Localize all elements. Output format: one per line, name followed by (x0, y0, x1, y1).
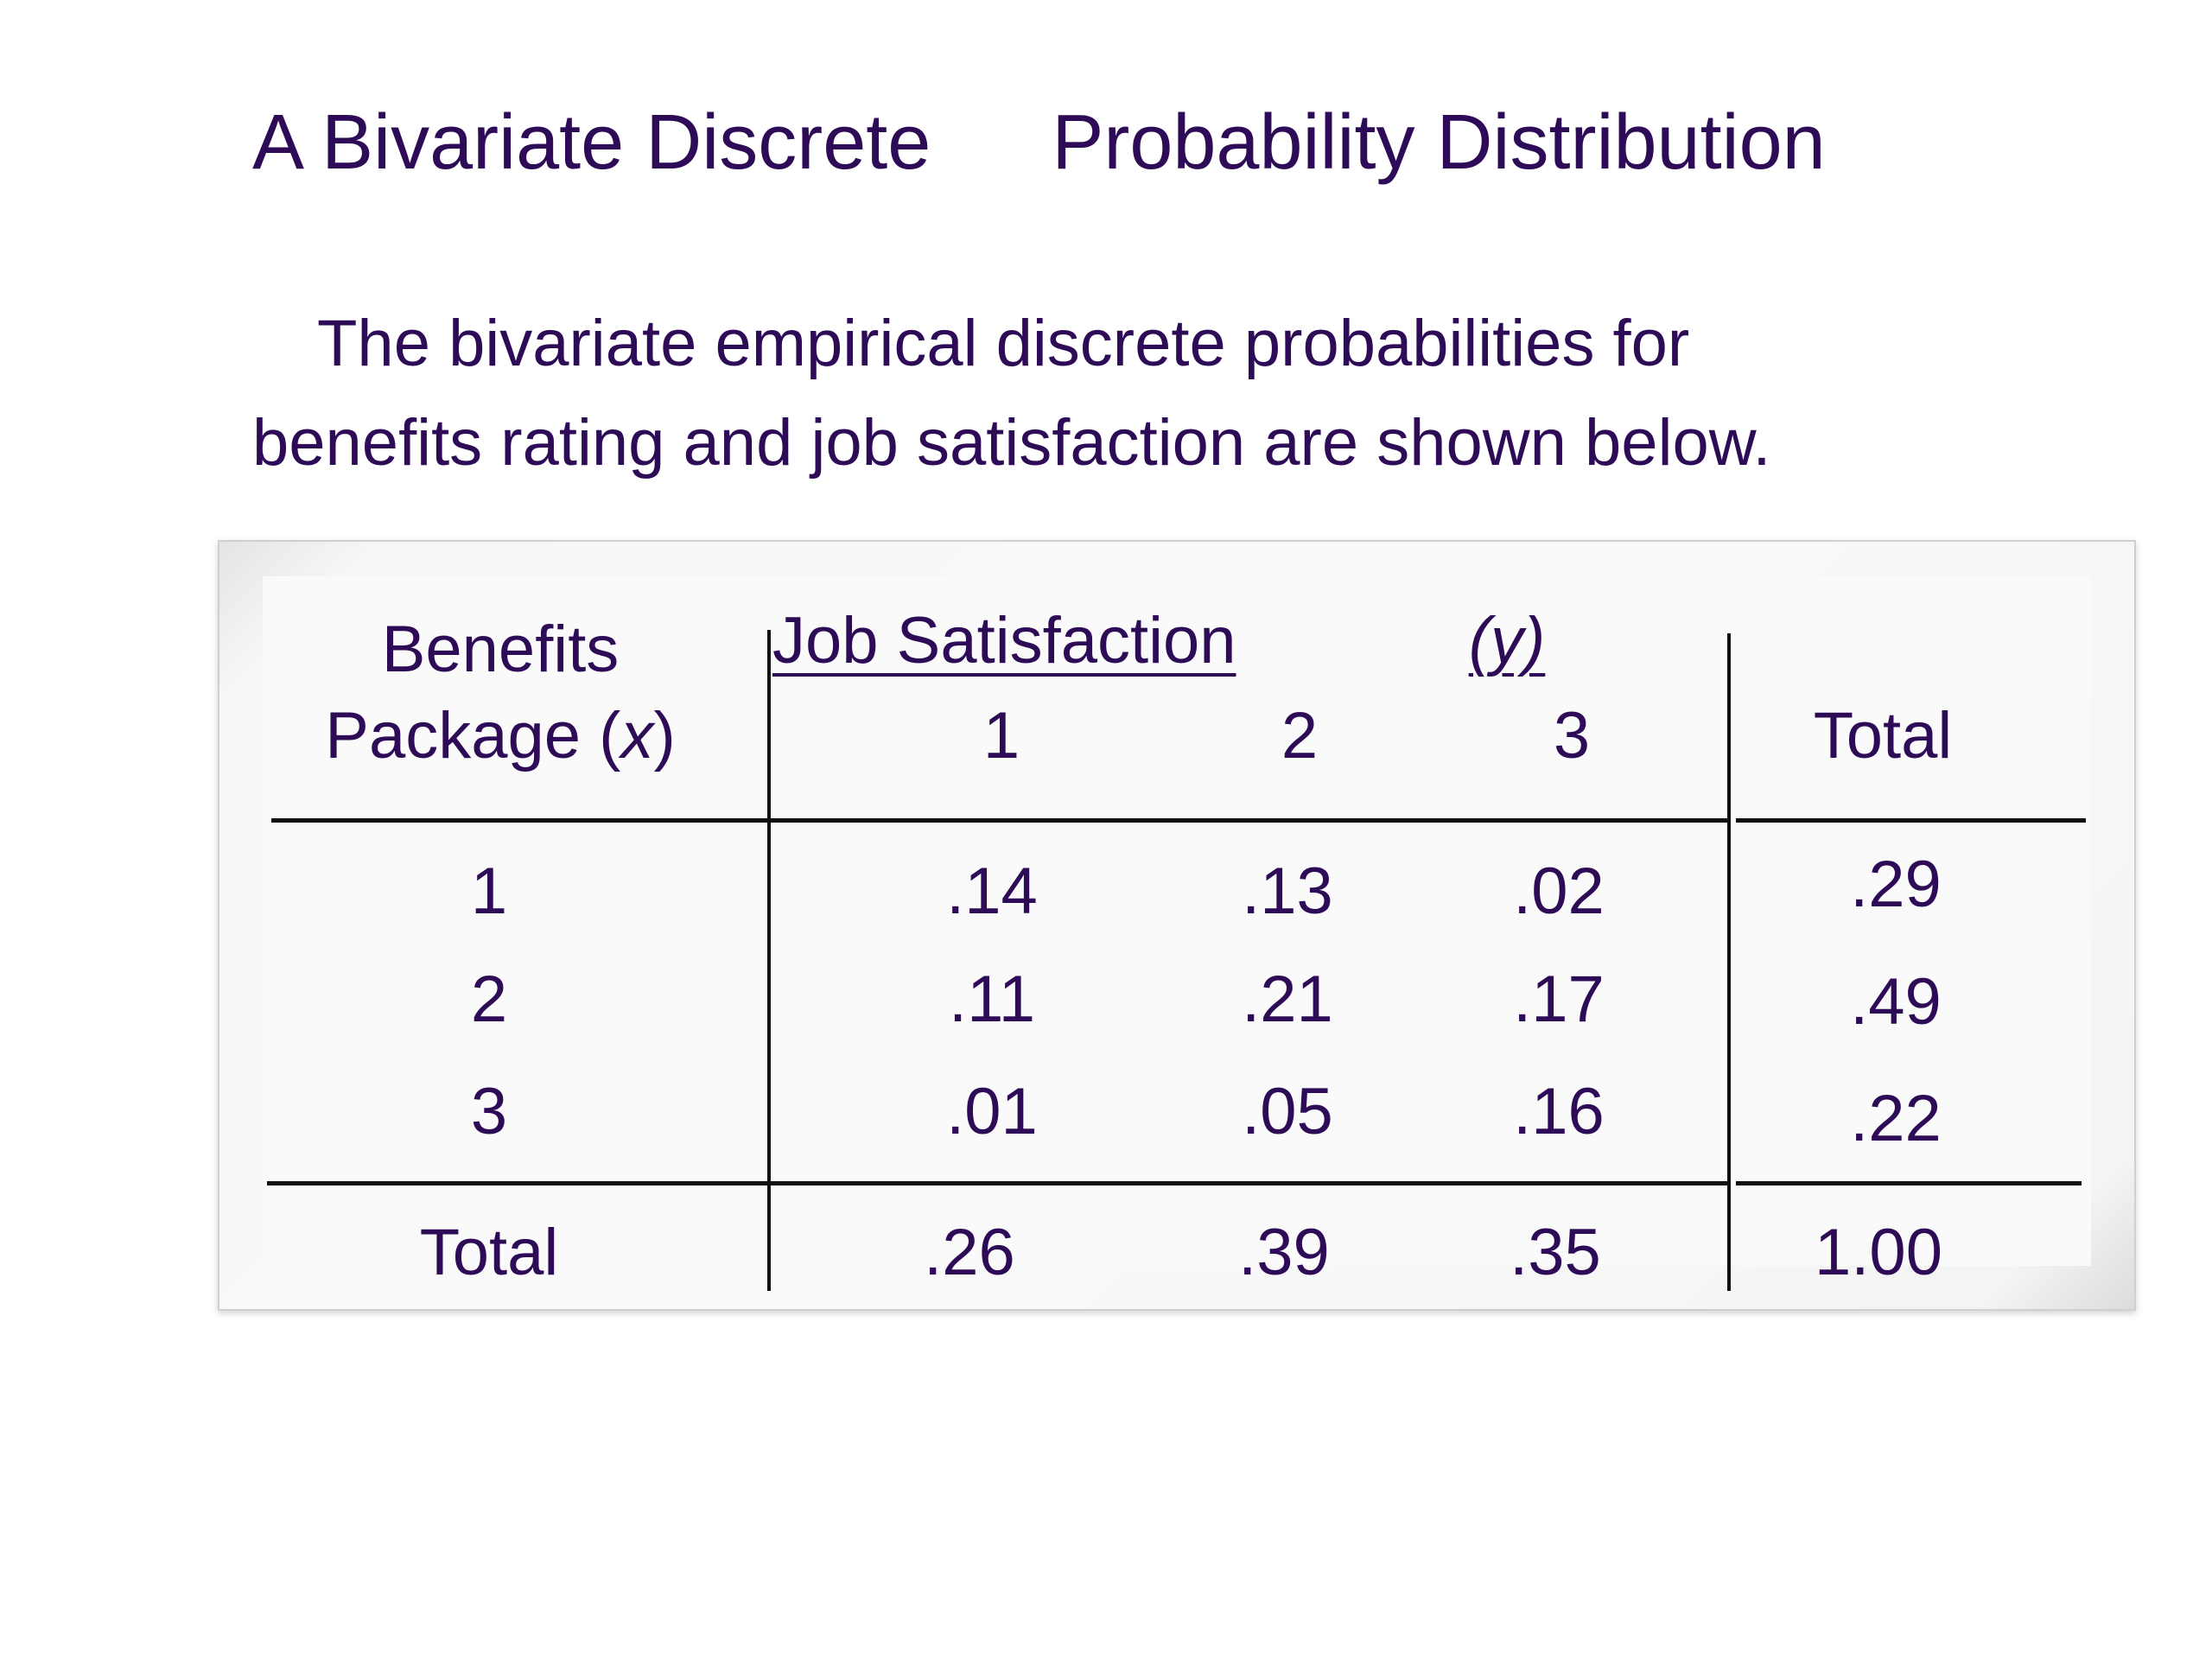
title-part-2: Probability Distribution (1052, 99, 1826, 186)
title-part-1: A Bivariate Discrete (252, 99, 931, 186)
row-header-line-1: Benefits (381, 613, 620, 686)
row-1-value-1: .14 (946, 855, 1038, 928)
column-header-3: 3 (1553, 699, 1591, 772)
row-2-value-3: .17 (1513, 963, 1605, 1036)
header-rule-left (271, 818, 768, 823)
total-row-value-3: .35 (1510, 1216, 1601, 1289)
row-header-variable: x (620, 699, 654, 772)
total-row-label: Total (419, 1216, 559, 1289)
row-3-value-1: .01 (946, 1075, 1038, 1148)
row-2-total: .49 (1850, 965, 1942, 1039)
row-3-total: .22 (1850, 1082, 1942, 1155)
row-3-value-3: .16 (1513, 1075, 1605, 1148)
column-group-variable: (y) (1468, 604, 1546, 677)
row-3-x: 3 (470, 1075, 508, 1148)
slide-body-text: The bivariate empirical discrete probabi… (252, 294, 1980, 493)
row-2-x: 2 (470, 963, 508, 1036)
column-group-label: Job Satisfaction (772, 604, 1236, 677)
row-header-line-2: Package (x) (325, 699, 676, 772)
row-1-total: .29 (1850, 848, 1942, 921)
slide-title: A Bivariate Discrete Probability Distribu… (252, 95, 1826, 190)
body-line-2: benefits rating and job satisfaction are… (252, 406, 1771, 480)
body-line-1: The bivariate empirical discrete probabi… (317, 307, 1690, 380)
divider-left (767, 630, 771, 1291)
total-row-value-1: .26 (924, 1216, 1015, 1289)
row-1-x: 1 (470, 855, 508, 928)
footer-rule-right (1736, 1181, 2082, 1185)
row-1-value-2: .13 (1242, 855, 1333, 928)
footer-rule-left (267, 1181, 768, 1185)
table-frame: Benefits Package (x) Job Satisfaction (y… (218, 540, 2136, 1311)
footer-rule-middle (768, 1181, 1727, 1185)
row-1-value-3: .02 (1513, 855, 1605, 928)
column-header-1: 1 (982, 699, 1020, 772)
total-header: Total (1813, 699, 1953, 772)
grand-total: 1.00 (1815, 1216, 1942, 1289)
total-row-value-2: .39 (1238, 1216, 1330, 1289)
row-2-value-1: .11 (948, 963, 1036, 1036)
column-header-2: 2 (1281, 699, 1319, 772)
divider-right (1727, 633, 1731, 1291)
header-rule-right (1736, 818, 2086, 823)
probability-table: Benefits Package (x) Job Satisfaction (y… (263, 576, 2091, 1291)
row-3-value-2: .05 (1242, 1075, 1333, 1148)
header-rule-middle (768, 818, 1727, 823)
row-2-value-2: .21 (1242, 963, 1333, 1036)
